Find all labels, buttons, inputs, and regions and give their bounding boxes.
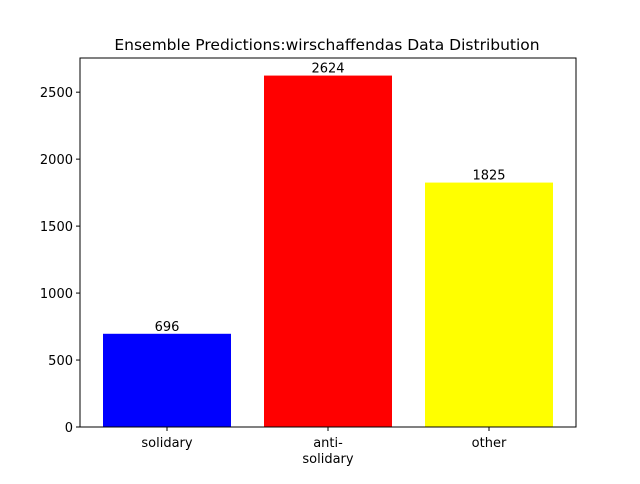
y-tick-label-4: 2000 bbox=[40, 153, 73, 168]
bar-value-label-0: 696 bbox=[155, 320, 180, 335]
y-tick-label-2: 1000 bbox=[40, 287, 73, 302]
y-tick-label-5: 2500 bbox=[40, 86, 73, 101]
bar-2 bbox=[425, 182, 553, 427]
x-tick-label-0: solidary bbox=[141, 436, 193, 451]
x-tick-label-1: anti-solidary bbox=[302, 436, 354, 467]
x-tick-label-line: other bbox=[472, 436, 507, 451]
x-tick-label-2: other bbox=[472, 436, 507, 451]
bar-value-label-2: 1825 bbox=[472, 169, 505, 184]
chart-title: Ensemble Predictions:wirschaffendas Data… bbox=[114, 36, 539, 54]
bar-0 bbox=[103, 333, 231, 427]
y-tick-label-0: 0 bbox=[65, 421, 73, 436]
y-tick-label-3: 1500 bbox=[40, 220, 73, 235]
y-tick-label-1: 500 bbox=[48, 354, 73, 369]
plot-frame bbox=[79, 57, 577, 428]
x-tick-label-line: solidary bbox=[302, 452, 354, 467]
x-tick-label-line: anti- bbox=[313, 436, 343, 451]
bar-value-label-1: 2624 bbox=[311, 62, 344, 77]
plot-area: 696 solidary 2624 anti-solidary 1825 other 0 50… bbox=[40, 57, 577, 467]
bar-1 bbox=[264, 75, 392, 428]
x-tick-label-line: solidary bbox=[141, 436, 193, 451]
